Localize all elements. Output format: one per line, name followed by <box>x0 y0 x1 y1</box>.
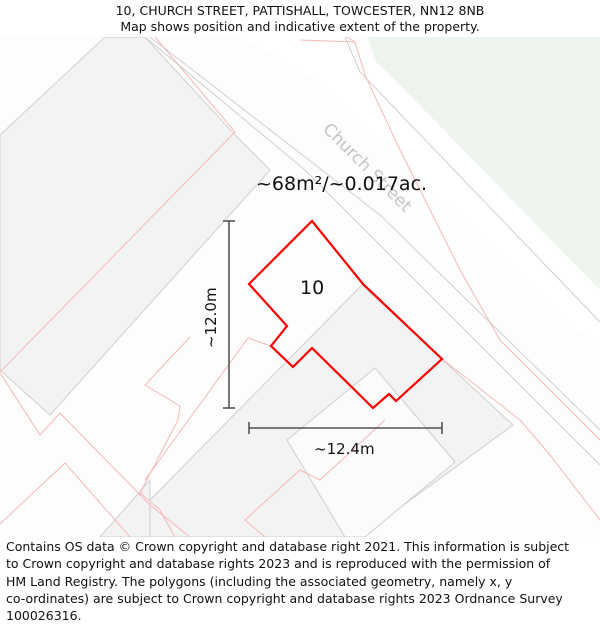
horizontal-measure-label: ~12.4m <box>314 440 375 458</box>
map-svg: Church Street ~68m²/~0.017ac. 10 ~12.0m … <box>0 37 600 537</box>
road-edge-mid <box>149 37 600 431</box>
map-subtitle: Map shows position and indicative extent… <box>120 19 480 34</box>
road-edge-upper <box>144 37 600 466</box>
copyright-line: co-ordinates) are subject to Crown copyr… <box>6 590 563 606</box>
copyright-line: Contains OS data © Crown copyright and d… <box>6 539 570 554</box>
building-top-left <box>0 37 271 416</box>
parcel-boundaries <box>0 37 600 537</box>
road-edge-right <box>344 37 600 323</box>
map-header: 10, CHURCH STREET, PATTISHALL, TOWCESTER… <box>0 0 600 37</box>
map-canvas[interactable]: Church Street ~68m²/~0.017ac. 10 ~12.0m … <box>0 37 600 537</box>
property-boundary[interactable] <box>247 219 444 410</box>
building-inner-light <box>286 367 456 537</box>
building-lower-left <box>99 478 151 537</box>
vertical-measure-line <box>223 220 235 409</box>
copyright-notice: Contains OS data © Crown copyright and d… <box>6 538 596 624</box>
property-number-label: 10 <box>300 277 324 299</box>
copyright-line: 100026316. <box>6 608 82 624</box>
copyright-line: HM Land Registry. The polygons (includin… <box>6 573 513 589</box>
building-main <box>129 284 514 537</box>
copyright-line: to Crown copyright and database rights 2… <box>6 556 551 572</box>
property-address-title: 10, CHURCH STREET, PATTISHALL, TOWCESTER… <box>115 3 485 18</box>
vertical-measure-label: ~12.0m <box>202 287 220 348</box>
area-label: ~68m²/~0.017ac. <box>256 173 427 195</box>
horizontal-measure-line <box>248 422 443 434</box>
